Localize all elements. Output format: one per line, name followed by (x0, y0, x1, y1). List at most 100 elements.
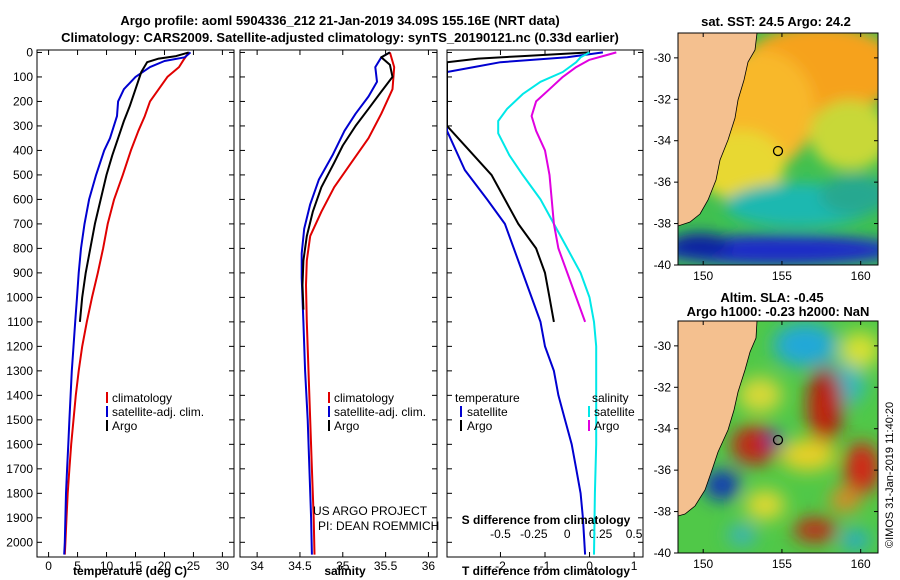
salinity-x-axis: 34 34.5 35 35.5 36 (240, 50, 437, 573)
legend-label-satellite: satellite-adj. clim. (334, 405, 426, 419)
x-tick-label: 35.5 (374, 559, 398, 573)
depth-tick-label: 1700 (6, 462, 33, 476)
salinity-series (300, 51, 396, 555)
depth-tick-label: 700 (13, 217, 33, 231)
t-difference-x-axis: -2 -1 0 1 (447, 50, 643, 573)
difference-panel-frame (446, 49, 644, 558)
sla-field (704, 323, 878, 550)
depth-axis: 0 100 200 300 400 500 600 700 800 900 1000 1100 1200… (6, 45, 33, 549)
lon-tick-label: 155 (772, 269, 792, 283)
depth-tick-label: 1400 (6, 388, 33, 402)
legend-heading-temperature: temperature (455, 391, 520, 405)
lat-tick-label: -38 (654, 505, 672, 519)
sst-map-axes: -30 -32 -34 -36 -38 -40 150 155 160 (654, 33, 878, 283)
legend-label-s-argo: Argo (594, 419, 620, 433)
x2-tick-label: 0.5 (626, 527, 643, 541)
depth-tick-label: 600 (13, 192, 33, 206)
x-tick-label: 5 (74, 559, 81, 573)
legend-label-climatology: climatology (112, 391, 172, 405)
x2-tick-label: 0.25 (589, 527, 613, 541)
legend-heading-salinity: salinity (592, 391, 629, 405)
depth-tick-label: 300 (13, 119, 33, 133)
depth-tick-label: 1300 (6, 364, 33, 378)
sst-map (678, 33, 878, 265)
lat-tick-label: -38 (654, 217, 672, 231)
depth-tick-label: 1200 (6, 339, 33, 353)
salinity-xlabel: salinity (324, 564, 366, 578)
x-tick-label: 35 (336, 559, 350, 573)
lat-tick-label: -34 (654, 134, 672, 148)
series-line-climatology (305, 52, 396, 555)
difference-legend: temperature satellite Argo salinity sate… (455, 391, 635, 433)
sla-map-axes: -30 -32 -34 -36 -38 -40 150 155 160 (654, 321, 878, 571)
temperature-legend: climatology satellite-adj. clim. Argo (106, 391, 204, 433)
sla-float-marker (772, 434, 784, 446)
sst-land (678, 33, 758, 227)
lon-tick-label: 150 (693, 269, 713, 283)
x-tick-label: 1 (631, 559, 638, 573)
lat-tick-label: -36 (654, 175, 672, 189)
credit-line2: PI: DEAN ROEMMICH (318, 519, 439, 533)
depth-tick-label: 100 (13, 70, 33, 84)
legend-label-s-satellite: satellite (594, 405, 635, 419)
sla-map-frame (677, 320, 879, 554)
x-tick-label: 15 (129, 559, 143, 573)
depth-tick-label: 1800 (6, 486, 33, 500)
series-line-argo (78, 51, 190, 322)
x-tick-label: -2 (495, 559, 506, 573)
figure-title-line1: Argo profile: aoml 5904336_212 21-Jan-20… (120, 13, 559, 28)
x2-tick-label: -0.25 (520, 527, 548, 541)
legend-label-argo: Argo (334, 419, 360, 433)
depth-tick-label: 800 (13, 241, 33, 255)
salinity-panel-frame (239, 49, 438, 558)
depth-tick-label: 2000 (6, 535, 33, 549)
x-tick-label: 20 (158, 559, 172, 573)
x-tick-label: 25 (187, 559, 201, 573)
lon-tick-label: 160 (851, 269, 871, 283)
series-line-temperature-argo (447, 51, 590, 323)
lat-tick-label: -30 (654, 339, 672, 353)
depth-tick-label: 900 (13, 266, 33, 280)
temperature-series (63, 51, 192, 555)
lat-tick-label: -30 (654, 51, 672, 65)
legend-label-argo: Argo (112, 419, 138, 433)
series-line-salinity-satellite (497, 51, 598, 555)
sst-float-marker (772, 145, 784, 157)
x2-tick-label: -0.5 (490, 527, 511, 541)
x-tick-label: -1 (540, 559, 551, 573)
depth-tick-label: 1000 (6, 290, 33, 304)
lat-tick-label: -40 (654, 546, 672, 560)
lat-tick-label: -34 (654, 422, 672, 436)
sla-land (678, 321, 758, 517)
depth-tick-label: 500 (13, 168, 33, 182)
sst-map-frame (677, 32, 879, 266)
x-tick-label: 0 (45, 559, 52, 573)
legend-label-climatology: climatology (334, 391, 394, 405)
depth-tick-label: 400 (13, 143, 33, 157)
series-line-satellite-adj-clim- (300, 51, 391, 555)
x-tick-label: 34.5 (288, 559, 312, 573)
lat-tick-label: -32 (654, 380, 672, 394)
lat-tick-label: -32 (654, 92, 672, 106)
sla-map-title2: Argo h1000: -0.23 h2000: NaN (687, 304, 870, 319)
legend-label-t-argo: Argo (467, 419, 493, 433)
s-difference-xlabel: S difference from climatology (462, 513, 631, 527)
lat-tick-label: -40 (654, 258, 672, 272)
x-tick-label: 0 (586, 559, 593, 573)
series-line-argo (301, 51, 394, 310)
depth-tick-label: 1900 (6, 511, 33, 525)
imos-watermark: ©IMOS 31-Jan-2019 11:40:20 (884, 402, 896, 548)
legend-label-satellite: satellite-adj. clim. (112, 405, 204, 419)
depth-tick-label: 0 (26, 45, 33, 59)
series-line-satellite-adj-clim- (63, 51, 192, 555)
series-line-salinity-argo (530, 51, 617, 323)
sst-map-title: sat. SST: 24.5 Argo: 24.2 (701, 14, 851, 29)
lon-tick-label: 160 (851, 557, 871, 571)
depth-tick-label: 1100 (7, 315, 33, 329)
x-tick-label: 10 (100, 559, 114, 573)
depth-tick-label: 200 (13, 94, 33, 108)
series-line-climatology (63, 51, 190, 555)
depth-tick-label: 1600 (6, 437, 33, 451)
credit-line1: US ARGO PROJECT (313, 504, 428, 518)
